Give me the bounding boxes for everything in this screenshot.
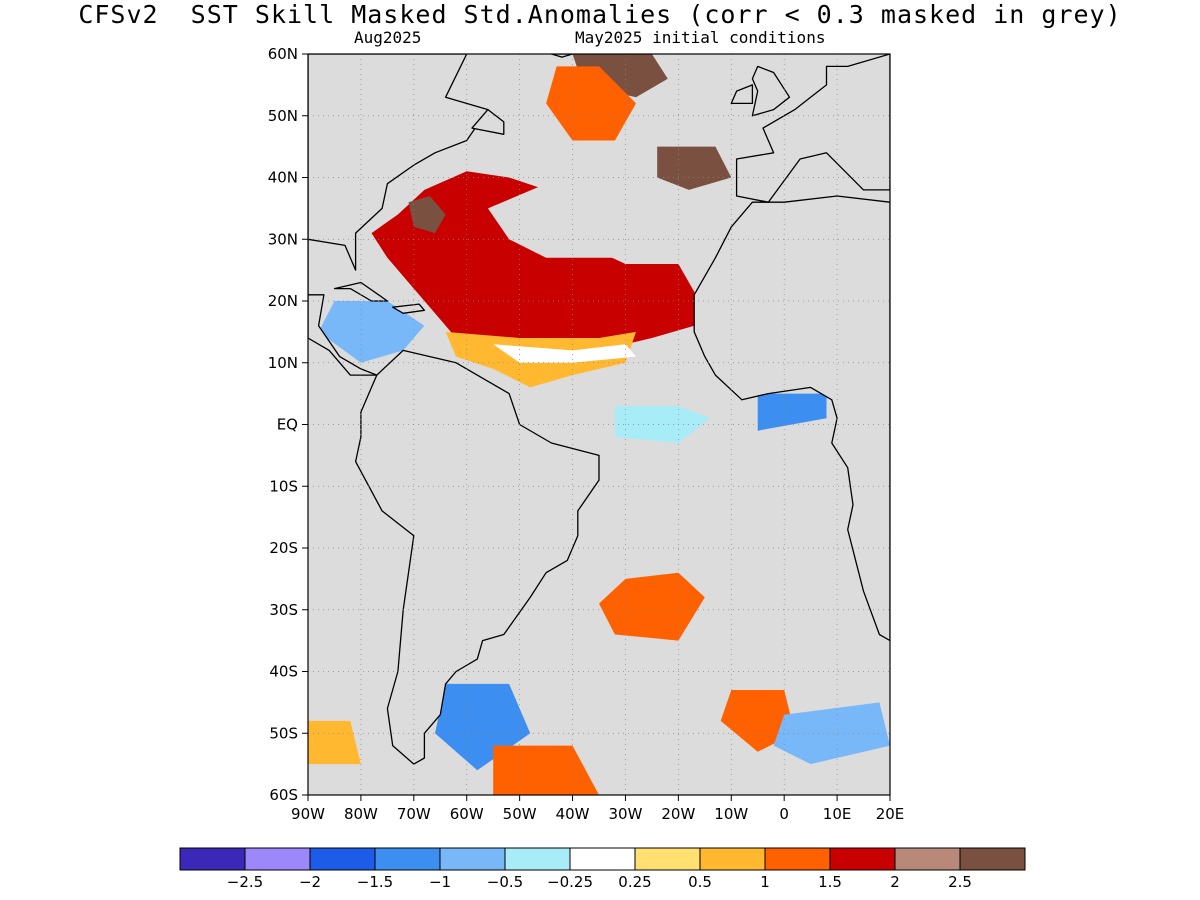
lat-label: 40S xyxy=(269,663,298,681)
lon-label: 30W xyxy=(608,805,642,823)
lon-label: 60W xyxy=(450,805,484,823)
lon-label: 70W xyxy=(397,805,431,823)
anomaly-region-north-atlantic-midlat-brown xyxy=(657,146,732,190)
colorbar-swatch xyxy=(309,847,376,871)
land-ireland xyxy=(730,84,754,105)
colorbar-label: −0.25 xyxy=(547,873,593,891)
land-hispaniola xyxy=(392,303,426,314)
axis-labels: 60N 50N 40N 30N 20N 10N EQ 10S 20S 30S 40S 50S 60S90… xyxy=(268,45,905,823)
land-south-america xyxy=(354,349,600,765)
colorbar-swatch xyxy=(179,847,246,871)
lon-label: 80W xyxy=(344,805,378,823)
anomaly-region-tropical-atlantic-white xyxy=(493,344,636,363)
colorbar-swatch xyxy=(894,847,961,871)
lon-label: 20E xyxy=(876,805,905,823)
plot-area xyxy=(308,54,890,795)
land-greenland-iceland xyxy=(550,54,574,58)
colorbar-swatch xyxy=(569,847,636,871)
lat-label: 30S xyxy=(269,601,298,619)
land-north-america xyxy=(308,54,489,271)
colorbar-swatch xyxy=(244,847,311,871)
lat-label: 10N xyxy=(268,354,298,372)
anomaly-region-grey-skill-mask-center xyxy=(487,177,679,258)
colorbar-label: −2 xyxy=(299,873,321,891)
colorbar-swatch xyxy=(829,847,896,871)
colorbar-label: 2 xyxy=(890,873,900,891)
lon-label: 10W xyxy=(714,805,748,823)
anomaly-region-labrador-warm xyxy=(546,66,636,141)
land-british-isles xyxy=(751,65,791,117)
colorbar-label: 0.5 xyxy=(688,873,712,891)
colorbar-label: 1.5 xyxy=(818,873,842,891)
colorbar-swatch xyxy=(764,847,831,871)
anomaly-region-caribbean-cool xyxy=(318,301,425,363)
lon-label: 50W xyxy=(503,805,537,823)
lat-label: 50N xyxy=(268,107,298,125)
lat-label: EQ xyxy=(277,416,298,434)
lat-label: 60S xyxy=(269,786,298,804)
lat-label: 40N xyxy=(268,169,298,187)
colorbar-label: −1 xyxy=(429,873,451,891)
lat-label: 10S xyxy=(269,477,298,495)
initial-conditions-label: May2025 initial conditions xyxy=(575,28,826,47)
land-cuba xyxy=(333,281,389,302)
map-title: CFSv2 SST Skill Masked Std.Anomalies (co… xyxy=(78,0,1122,29)
anomaly-region-southern-ocean-cool xyxy=(773,702,890,765)
land-africa xyxy=(693,195,890,642)
lat-label: 20N xyxy=(268,292,298,310)
anomaly-region-north-atlantic-core xyxy=(408,196,446,234)
land-central-america-mexico xyxy=(308,238,378,376)
anomaly-region-gulf-of-guinea-cool xyxy=(757,393,827,431)
land-europe xyxy=(735,54,890,203)
anomaly-region-drake-passage-warm xyxy=(308,720,361,765)
colorbar-label: 2.5 xyxy=(948,873,972,891)
colorbar-swatch xyxy=(439,847,506,871)
lon-label: 10E xyxy=(823,805,852,823)
land-newfoundland xyxy=(471,108,505,135)
lon-label: 90W xyxy=(291,805,325,823)
colorbar-swatch xyxy=(634,847,701,871)
target-month-label: Aug2025 xyxy=(354,28,422,47)
colorbar-label: −0.5 xyxy=(487,873,523,891)
colorbar-label: −1.5 xyxy=(357,873,393,891)
lon-label: 0 xyxy=(779,805,789,823)
anomaly-region-north-atlantic-subtropical-anomaly xyxy=(371,171,700,363)
anomaly-region-equatorial-cool xyxy=(614,406,711,443)
anomaly-region-southern-ocean-warm xyxy=(720,690,795,752)
colorbar-label: 1 xyxy=(760,873,770,891)
colorbar-label: 0.25 xyxy=(618,873,651,891)
lon-label: 40W xyxy=(556,805,590,823)
lat-label: 20S xyxy=(269,539,298,557)
lat-label: 50S xyxy=(269,724,298,742)
colorbar-swatch xyxy=(699,847,766,871)
lat-label: 30N xyxy=(268,230,298,248)
colorbar-swatch xyxy=(374,847,441,871)
lat-label: 60N xyxy=(268,45,298,63)
colorbar-swatch xyxy=(959,847,1026,871)
colorbar-swatch xyxy=(504,847,571,871)
colorbar: −2.5 −2 −1.5 −1 −0.5 −0.25 0.25 0.5 1 1.5 2 2.5 xyxy=(179,847,1026,891)
anomaly-region-south-georgia-warm xyxy=(493,745,599,795)
map-frame xyxy=(307,53,891,796)
lon-label: 20W xyxy=(661,805,695,823)
colorbar-label: −2.5 xyxy=(227,873,263,891)
